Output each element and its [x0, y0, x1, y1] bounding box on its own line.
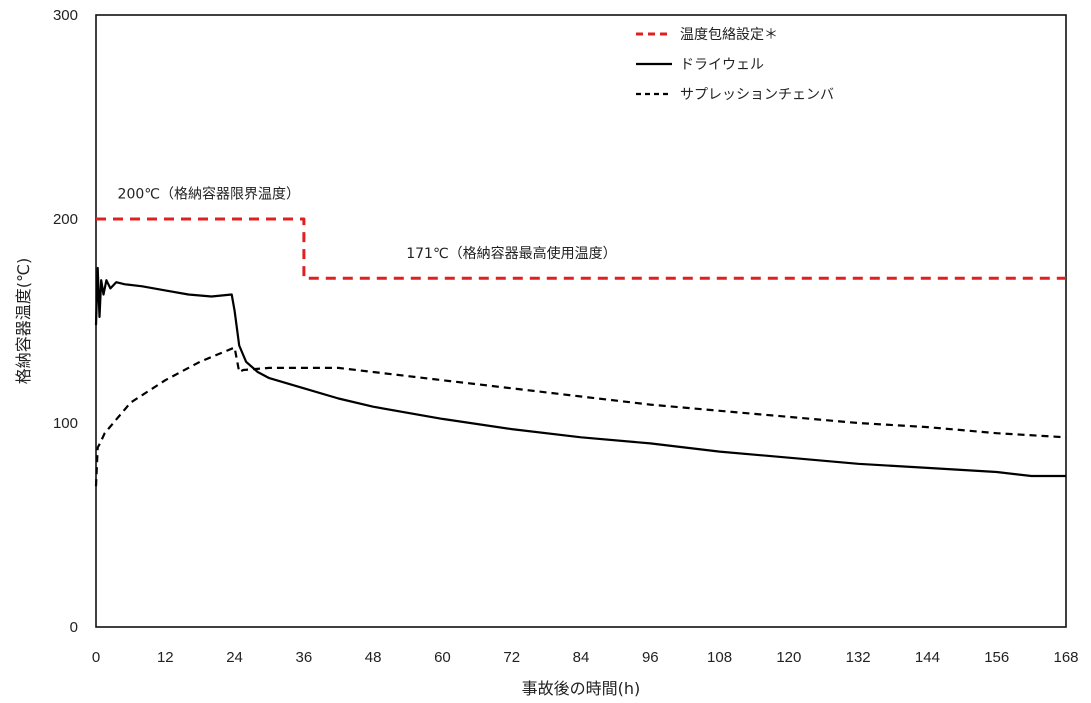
x-axis-title: 事故後の時間(h) — [522, 679, 641, 698]
y-tick-labels: 0 100 200 300 — [53, 7, 78, 636]
x-tick-label: 12 — [157, 649, 174, 666]
x-tick-label: 60 — [434, 649, 451, 666]
annotation-layer: 200℃（格納容器限界温度） 171℃（格納容器最高使用温度） — [118, 186, 617, 262]
x-tick-label: 120 — [776, 649, 801, 666]
y-tick-label: 100 — [53, 415, 78, 432]
x-tick-label: 72 — [503, 649, 520, 666]
x-tick-label: 144 — [915, 649, 940, 666]
y-tick-label: 300 — [53, 7, 78, 24]
x-tick-label: 132 — [846, 649, 871, 666]
legend-label: サプレッションチェンバ — [680, 87, 834, 103]
plot-frame — [95, 14, 1067, 628]
y-tick-label: 0 — [70, 619, 78, 636]
x-tick-label: 156 — [984, 649, 1009, 666]
annotation-label: 171℃（格納容器最高使用温度） — [406, 245, 616, 262]
x-tick-label: 168 — [1053, 649, 1078, 666]
x-tick-label: 24 — [226, 649, 243, 666]
y-tick-label: 200 — [53, 211, 78, 228]
x-tick-label: 48 — [365, 649, 382, 666]
legend-label: 温度包絡設定＊ — [680, 27, 778, 43]
y-axis-title: 格納容器温度(℃) — [14, 258, 33, 384]
series-line-1 — [94, 266, 1066, 478]
x-tick-label: 84 — [573, 649, 590, 666]
x-tick-label: 0 — [92, 649, 100, 666]
x-tick-labels: 0 12 24 36 48 60 72 84 96 108 120 132 144 156 168 — [92, 649, 1079, 666]
x-tick-label: 36 — [296, 649, 313, 666]
legend-label: ドライウェル — [680, 57, 764, 73]
x-tick-label: 108 — [707, 649, 732, 666]
series-line-0 — [96, 217, 1066, 280]
annotation-label: 200℃（格納容器限界温度） — [118, 186, 300, 203]
x-tick-label: 96 — [642, 649, 659, 666]
series-line-2 — [94, 346, 1067, 487]
series-layer — [94, 217, 1067, 487]
